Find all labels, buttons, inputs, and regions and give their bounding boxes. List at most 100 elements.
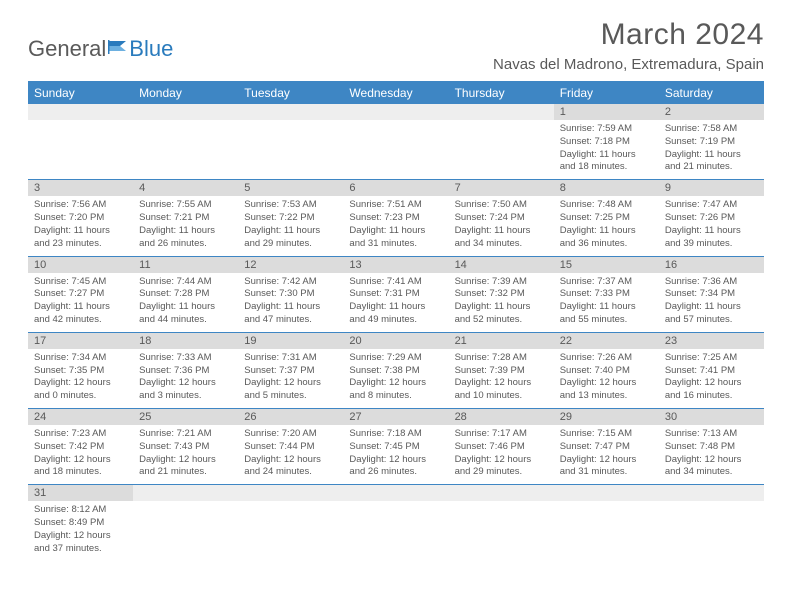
daylight-line: Daylight: 11 hours and 47 minutes. — [244, 301, 337, 327]
day-data-cell: Sunrise: 7:42 AMSunset: 7:30 PMDaylight:… — [238, 273, 343, 333]
day-data-cell: Sunrise: 7:47 AMSunset: 7:26 PMDaylight:… — [659, 196, 764, 256]
sunrise-line: Sunrise: 7:34 AM — [34, 352, 127, 365]
day-number-cell — [238, 104, 343, 120]
day-number-cell: 15 — [554, 256, 659, 273]
day-number-cell: 4 — [133, 180, 238, 197]
sunrise-line: Sunrise: 7:29 AM — [349, 352, 442, 365]
day-data-cell: Sunrise: 7:25 AMSunset: 7:41 PMDaylight:… — [659, 349, 764, 409]
day-number-cell: 6 — [343, 180, 448, 197]
day-number-cell: 19 — [238, 332, 343, 349]
day-number-cell: 24 — [28, 409, 133, 426]
weekday-header: Wednesday — [343, 82, 448, 104]
daylight-line: Daylight: 11 hours and 39 minutes. — [665, 225, 758, 251]
day-number-cell: 7 — [449, 180, 554, 197]
sunset-line: Sunset: 7:32 PM — [455, 288, 548, 301]
sunrise-line: Sunrise: 7:59 AM — [560, 123, 653, 136]
location: Navas del Madrono, Extremadura, Spain — [493, 56, 764, 73]
day-data-cell — [133, 501, 238, 560]
daynum-row: 3456789 — [28, 180, 764, 197]
day-number-cell — [343, 104, 448, 120]
sunrise-line: Sunrise: 7:28 AM — [455, 352, 548, 365]
data-row: Sunrise: 7:59 AMSunset: 7:18 PMDaylight:… — [28, 120, 764, 180]
sunrise-line: Sunrise: 7:50 AM — [455, 199, 548, 212]
weekday-header-row: Sunday Monday Tuesday Wednesday Thursday… — [28, 82, 764, 104]
day-data-cell: Sunrise: 7:23 AMSunset: 7:42 PMDaylight:… — [28, 425, 133, 485]
day-data-cell: Sunrise: 7:15 AMSunset: 7:47 PMDaylight:… — [554, 425, 659, 485]
daynum-row: 31 — [28, 485, 764, 502]
daylight-line: Daylight: 11 hours and 42 minutes. — [34, 301, 127, 327]
day-data-cell — [133, 120, 238, 180]
daylight-line: Daylight: 11 hours and 55 minutes. — [560, 301, 653, 327]
day-data-cell: Sunrise: 7:20 AMSunset: 7:44 PMDaylight:… — [238, 425, 343, 485]
logo-text-1: General — [28, 36, 106, 62]
day-number-cell: 16 — [659, 256, 764, 273]
sunset-line: Sunset: 7:44 PM — [244, 441, 337, 454]
sunset-line: Sunset: 7:20 PM — [34, 212, 127, 225]
day-data-cell: Sunrise: 7:34 AMSunset: 7:35 PMDaylight:… — [28, 349, 133, 409]
day-data-cell: Sunrise: 7:41 AMSunset: 7:31 PMDaylight:… — [343, 273, 448, 333]
day-number-cell — [449, 485, 554, 502]
sunset-line: Sunset: 7:27 PM — [34, 288, 127, 301]
sunrise-line: Sunrise: 7:20 AM — [244, 428, 337, 441]
sunrise-line: Sunrise: 7:41 AM — [349, 276, 442, 289]
logo: General Blue — [28, 18, 173, 62]
daylight-line: Daylight: 11 hours and 44 minutes. — [139, 301, 232, 327]
weekday-header: Tuesday — [238, 82, 343, 104]
flag-icon — [108, 34, 128, 60]
day-number-cell: 12 — [238, 256, 343, 273]
day-data-cell: Sunrise: 7:45 AMSunset: 7:27 PMDaylight:… — [28, 273, 133, 333]
sunset-line: Sunset: 7:33 PM — [560, 288, 653, 301]
day-number-cell: 25 — [133, 409, 238, 426]
daylight-line: Daylight: 12 hours and 24 minutes. — [244, 454, 337, 480]
sunset-line: Sunset: 7:45 PM — [349, 441, 442, 454]
day-data-cell — [238, 501, 343, 560]
day-number-cell: 31 — [28, 485, 133, 502]
day-data-cell: Sunrise: 8:12 AMSunset: 8:49 PMDaylight:… — [28, 501, 133, 560]
sunrise-line: Sunrise: 7:23 AM — [34, 428, 127, 441]
daylight-line: Daylight: 11 hours and 26 minutes. — [139, 225, 232, 251]
day-number-cell — [554, 485, 659, 502]
day-number-cell: 29 — [554, 409, 659, 426]
sunrise-line: Sunrise: 7:47 AM — [665, 199, 758, 212]
daylight-line: Daylight: 11 hours and 36 minutes. — [560, 225, 653, 251]
day-number-cell: 5 — [238, 180, 343, 197]
sunset-line: Sunset: 7:42 PM — [34, 441, 127, 454]
sunset-line: Sunset: 7:41 PM — [665, 365, 758, 378]
header: General Blue March 2024 Navas del Madron… — [28, 18, 764, 73]
day-data-cell — [554, 501, 659, 560]
sunrise-line: Sunrise: 7:45 AM — [34, 276, 127, 289]
sunrise-line: Sunrise: 7:42 AM — [244, 276, 337, 289]
daynum-row: 10111213141516 — [28, 256, 764, 273]
sunset-line: Sunset: 7:28 PM — [139, 288, 232, 301]
day-number-cell: 18 — [133, 332, 238, 349]
sunrise-line: Sunrise: 7:13 AM — [665, 428, 758, 441]
day-number-cell — [238, 485, 343, 502]
sunset-line: Sunset: 7:31 PM — [349, 288, 442, 301]
weekday-header: Saturday — [659, 82, 764, 104]
day-data-cell: Sunrise: 7:31 AMSunset: 7:37 PMDaylight:… — [238, 349, 343, 409]
daylight-line: Daylight: 12 hours and 8 minutes. — [349, 377, 442, 403]
sunrise-line: Sunrise: 7:53 AM — [244, 199, 337, 212]
sunset-line: Sunset: 7:39 PM — [455, 365, 548, 378]
weekday-header: Sunday — [28, 82, 133, 104]
sunrise-line: Sunrise: 7:39 AM — [455, 276, 548, 289]
sunset-line: Sunset: 7:22 PM — [244, 212, 337, 225]
page-title: March 2024 — [493, 18, 764, 52]
daynum-row: 24252627282930 — [28, 409, 764, 426]
sunset-line: Sunset: 8:49 PM — [34, 517, 127, 530]
daylight-line: Daylight: 11 hours and 21 minutes. — [665, 149, 758, 175]
day-number-cell: 28 — [449, 409, 554, 426]
day-data-cell: Sunrise: 7:29 AMSunset: 7:38 PMDaylight:… — [343, 349, 448, 409]
sunrise-line: Sunrise: 7:37 AM — [560, 276, 653, 289]
sunset-line: Sunset: 7:21 PM — [139, 212, 232, 225]
sunset-line: Sunset: 7:36 PM — [139, 365, 232, 378]
day-number-cell: 17 — [28, 332, 133, 349]
day-data-cell: Sunrise: 7:17 AMSunset: 7:46 PMDaylight:… — [449, 425, 554, 485]
sunset-line: Sunset: 7:25 PM — [560, 212, 653, 225]
sunrise-line: Sunrise: 7:25 AM — [665, 352, 758, 365]
daylight-line: Daylight: 12 hours and 10 minutes. — [455, 377, 548, 403]
daylight-line: Daylight: 11 hours and 57 minutes. — [665, 301, 758, 327]
sunset-line: Sunset: 7:34 PM — [665, 288, 758, 301]
sunrise-line: Sunrise: 7:26 AM — [560, 352, 653, 365]
day-number-cell — [133, 485, 238, 502]
